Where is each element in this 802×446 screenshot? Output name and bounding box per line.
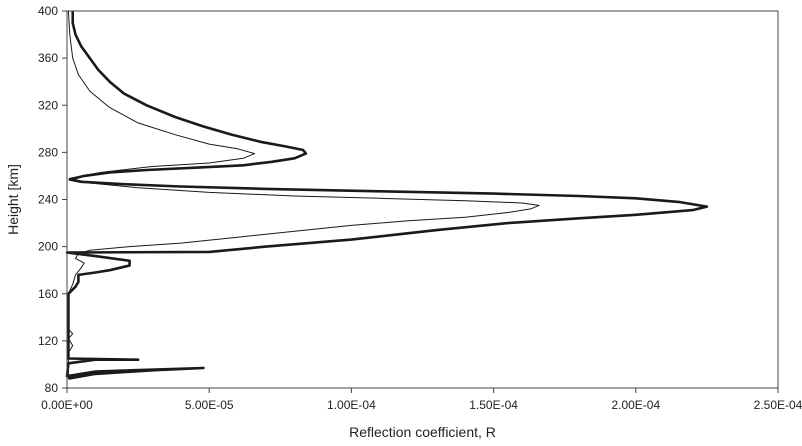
series-line-2 <box>67 10 540 379</box>
y-tick-label: 240 <box>38 193 58 207</box>
y-tick-label: 120 <box>38 334 58 348</box>
x-tick-label: 5.00E-05 <box>185 398 234 412</box>
y-tick-label: 400 <box>38 4 58 18</box>
y-axis-title: Height [km] <box>5 164 21 235</box>
y-tick-label: 320 <box>38 98 58 112</box>
series-line-1 <box>65 11 709 380</box>
x-tick-label: 2.50E-04 <box>754 398 802 412</box>
x-axis-title: Reflection coefficient, R <box>349 424 496 440</box>
x-tick-label: 1.00E-04 <box>327 398 376 412</box>
x-tick-label: 0.00E+00 <box>41 398 93 412</box>
y-tick-label: 280 <box>38 145 58 159</box>
y-tick-label: 80 <box>45 381 59 395</box>
ticks-layer: 0.00E+00 5.00E-05 1.00E-04 1.50E-04 2.00E-04… <box>38 4 802 412</box>
x-tick-label: 2.00E-04 <box>611 398 660 412</box>
y-tick-label: 160 <box>38 287 58 301</box>
x-tick-label: 1.50E-04 <box>469 398 518 412</box>
y-tick-label: 200 <box>38 240 58 254</box>
y-tick-label: 360 <box>38 51 58 65</box>
series-layer <box>65 10 709 380</box>
